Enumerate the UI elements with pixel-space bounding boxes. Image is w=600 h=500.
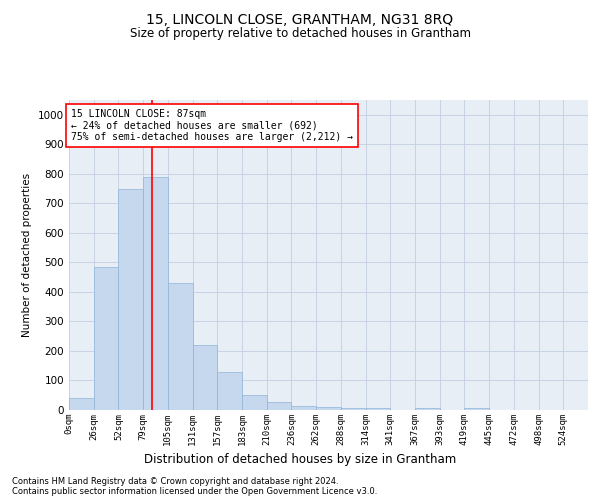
Text: Size of property relative to detached houses in Grantham: Size of property relative to detached ho… (130, 28, 470, 40)
Bar (316, 407, 341, 410)
Bar (464, 408, 489, 410)
Bar (292, 406, 316, 410)
Bar (415, 408, 440, 410)
Text: 15, LINCOLN CLOSE, GRANTHAM, NG31 8RQ: 15, LINCOLN CLOSE, GRANTHAM, NG31 8RQ (146, 12, 454, 26)
Bar (242, 394, 267, 410)
Bar (341, 408, 365, 410)
Bar (143, 177, 168, 410)
Bar (69, 398, 94, 410)
Text: Distribution of detached houses by size in Grantham: Distribution of detached houses by size … (144, 452, 456, 466)
Bar (94, 267, 118, 410)
Bar (168, 283, 193, 410)
Bar (118, 188, 143, 410)
Bar (193, 345, 217, 410)
Bar (365, 408, 390, 410)
Text: Contains public sector information licensed under the Open Government Licence v3: Contains public sector information licen… (12, 487, 377, 496)
Text: Contains HM Land Registry data © Crown copyright and database right 2024.: Contains HM Land Registry data © Crown c… (12, 477, 338, 486)
Bar (217, 372, 242, 410)
Bar (267, 402, 292, 410)
Y-axis label: Number of detached properties: Number of detached properties (22, 173, 32, 337)
Text: 15 LINCOLN CLOSE: 87sqm
← 24% of detached houses are smaller (692)
75% of semi-d: 15 LINCOLN CLOSE: 87sqm ← 24% of detache… (71, 109, 353, 142)
